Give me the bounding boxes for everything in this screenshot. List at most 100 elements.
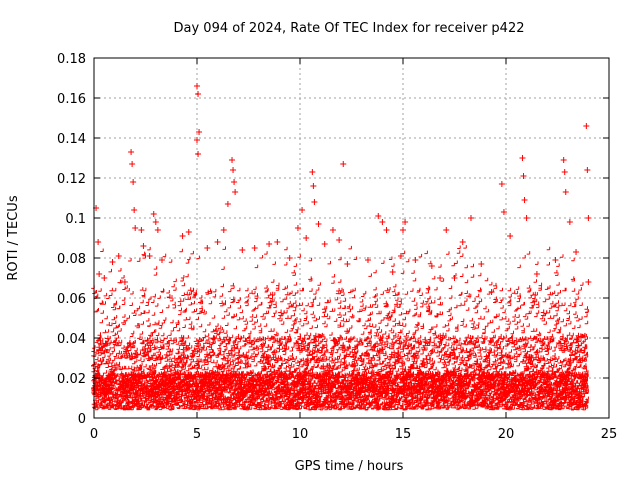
data-point <box>179 233 186 239</box>
data-point <box>239 247 246 253</box>
data-point <box>195 151 202 157</box>
chart-title: Day 094 of 2024, Rate Of TEC Index for r… <box>174 21 525 36</box>
data-point <box>194 137 200 143</box>
data-point <box>315 221 322 227</box>
y-tick-label: 0.04 <box>57 332 86 347</box>
data-point <box>154 227 161 233</box>
data-point <box>573 249 580 255</box>
data-point <box>224 201 231 207</box>
data-point-cloud <box>91 245 589 411</box>
data-point <box>299 207 306 213</box>
data-point <box>562 189 569 195</box>
data-point <box>96 271 103 277</box>
data-point <box>561 169 568 175</box>
data-point <box>519 155 526 161</box>
data-point <box>583 123 590 129</box>
data-point <box>204 245 211 251</box>
x-tick-label: 5 <box>193 427 201 442</box>
data-point <box>459 239 466 245</box>
data-point <box>507 233 514 239</box>
data-point <box>552 257 559 263</box>
data-point <box>585 215 592 221</box>
data-point <box>158 257 165 263</box>
data-point <box>101 275 108 281</box>
data-point <box>400 227 406 233</box>
y-tick-label: 0.06 <box>57 292 86 307</box>
y-tick-label: 0 <box>78 412 86 427</box>
data-points <box>91 83 592 411</box>
data-point <box>520 173 527 179</box>
data-point <box>274 239 281 245</box>
data-point <box>185 229 192 235</box>
y-axis-label: ROTI / TECUs <box>6 195 21 280</box>
data-point <box>364 257 371 263</box>
data-point <box>309 169 316 175</box>
data-point <box>146 253 153 259</box>
data-point <box>379 219 386 225</box>
data-point <box>131 207 138 213</box>
data-point <box>196 129 203 135</box>
data-point <box>214 239 221 245</box>
data-point <box>266 241 273 247</box>
y-tick-label: 0.16 <box>57 92 86 107</box>
data-point <box>303 235 310 241</box>
y-axis-ticks: 0 0.02 0.04 0.06 0.08 0.1 0.12 0.14 0.16 0.18 <box>57 52 609 427</box>
data-point <box>521 197 528 203</box>
data-point <box>230 167 237 173</box>
y-tick-label: 0.12 <box>57 172 86 187</box>
y-tick-label: 0.14 <box>57 132 86 147</box>
data-point <box>286 255 293 261</box>
data-point <box>389 269 396 275</box>
data-point <box>329 227 336 233</box>
data-point <box>412 257 419 263</box>
plot-frame <box>93 57 610 419</box>
data-point <box>130 179 137 185</box>
data-point <box>383 227 390 233</box>
data-point <box>523 215 530 221</box>
data-point <box>310 183 317 189</box>
data-point <box>128 149 135 155</box>
data-point <box>336 237 343 243</box>
data-point <box>311 199 318 205</box>
y-tick-label: 0.08 <box>57 252 86 267</box>
data-point <box>443 227 450 233</box>
x-tick-label: 10 <box>292 427 309 442</box>
data-point <box>132 225 139 231</box>
y-tick-label: 0.1 <box>65 212 86 227</box>
data-point <box>129 161 136 167</box>
data-point <box>478 261 485 267</box>
data-point <box>121 279 128 285</box>
y-tick-label: 0.02 <box>57 372 86 387</box>
data-point <box>150 211 157 217</box>
data-point <box>402 219 409 225</box>
data-point <box>397 253 404 259</box>
data-point <box>375 213 382 219</box>
x-axis-label: GPS time / hours <box>295 459 404 474</box>
data-point <box>194 83 200 89</box>
data-point <box>451 275 458 281</box>
x-axis-ticks: 0 5 10 15 20 25 <box>90 58 617 442</box>
data-point <box>229 157 236 163</box>
data-point <box>294 225 301 231</box>
data-point <box>500 209 507 215</box>
x-tick-label: 0 <box>90 427 98 442</box>
data-point <box>566 219 573 225</box>
data-point <box>498 181 505 187</box>
data-point <box>488 289 495 295</box>
data-point <box>95 239 102 245</box>
data-point <box>560 157 567 163</box>
data-point <box>232 189 239 195</box>
data-point <box>115 253 122 259</box>
data-point <box>321 241 328 247</box>
data-point <box>437 275 444 281</box>
data-point <box>251 245 258 251</box>
data-point <box>428 263 435 269</box>
data-point <box>152 219 159 225</box>
data-point <box>195 91 202 97</box>
data-point <box>231 179 238 185</box>
data-point <box>220 227 227 233</box>
data-point <box>344 261 351 267</box>
data-point <box>533 271 540 277</box>
data-point <box>585 279 592 285</box>
